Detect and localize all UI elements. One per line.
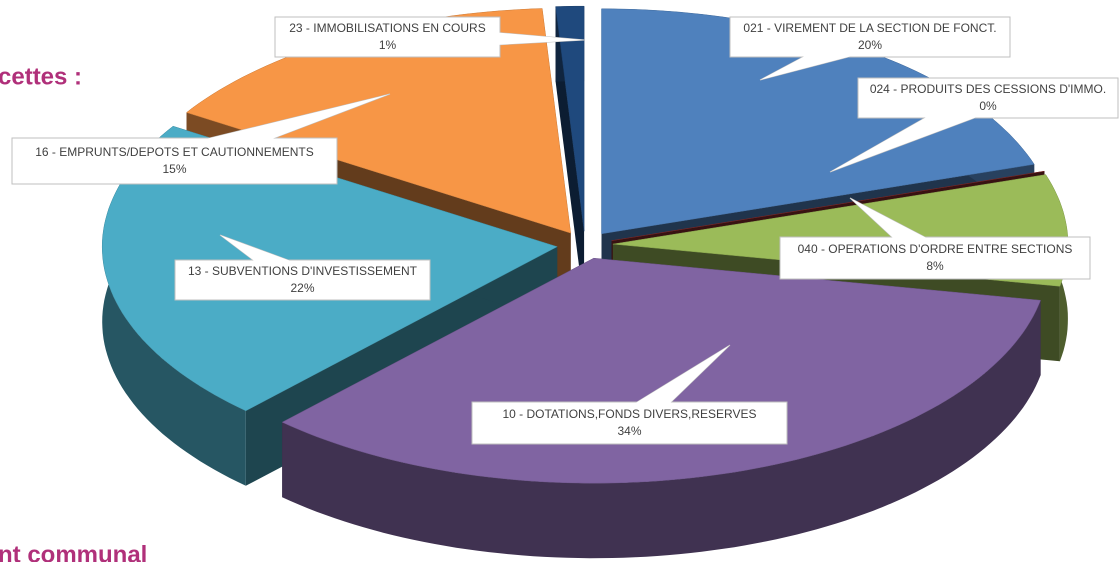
callout-cover: [620, 345, 730, 435]
data-label-value: 15%: [162, 162, 186, 176]
data-label-value: 22%: [290, 281, 314, 295]
callout-cover: [170, 94, 390, 175]
data-label-name: 024 - PRODUITS DES CESSIONS D'IMMO.: [870, 82, 1106, 96]
data-label-value: 1%: [379, 38, 397, 52]
data-label-name: 021 - VIREMENT DE LA SECTION DE FONCT.: [743, 21, 996, 35]
callout-cover: [760, 23, 876, 80]
slice: [611, 170, 1045, 241]
data-label-value: 8%: [926, 259, 944, 273]
data-label-name: 040 - OPERATIONS D'ORDRE ENTRE SECTIONS: [798, 242, 1073, 256]
slice-side: [555, 6, 585, 307]
slice: [555, 5, 585, 232]
data-label-name: 23 - IMMOBILISATIONS EN COURS: [289, 21, 485, 35]
data-label-name: 10 - DOTATIONS,FONDS DIVERS,RESERVES: [502, 407, 756, 421]
heading-fragment: cettes :: [0, 63, 82, 90]
data-label-value: 34%: [617, 424, 641, 438]
heading-fragment: nt communal: [0, 541, 147, 562]
data-label-name: 16 - EMPRUNTS/DEPOTS ET CAUTIONNEMENTS: [35, 145, 313, 159]
callout-cover: [387, 23, 585, 51]
slice: [555, 5, 585, 307]
data-label-name: 13 - SUBVENTIONS D'INVESTISSEMENT: [188, 264, 418, 278]
callout-cover: [830, 85, 994, 172]
callout-cover: [850, 198, 944, 270]
slice-side: [282, 300, 1041, 559]
callout-cover: [220, 235, 310, 293]
data-label-value: 20%: [858, 38, 882, 52]
data-label-value: 0%: [979, 99, 997, 113]
